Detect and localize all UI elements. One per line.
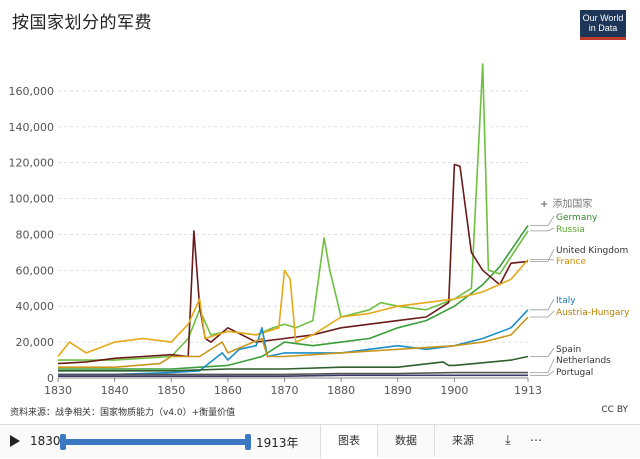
- x-tick-label: 1880: [327, 384, 355, 397]
- y-tick-label: 100,000: [9, 193, 55, 206]
- series-line-portugal: [58, 375, 528, 376]
- y-tick-label: 80,000: [16, 228, 55, 241]
- add-country-label: 添加国家: [552, 199, 592, 210]
- legend-connector: [530, 299, 554, 310]
- play-icon[interactable]: [10, 435, 20, 447]
- tab-data[interactable]: 数据: [377, 425, 434, 457]
- x-tick-label: 1830: [44, 384, 72, 397]
- series-line-united-kingdom: [58, 165, 528, 364]
- legend-label: Russia: [556, 225, 585, 235]
- timeline-start-handle[interactable]: [60, 434, 66, 450]
- legend-label: Spain: [556, 345, 581, 355]
- y-tick-label: 20,000: [16, 336, 55, 349]
- x-tick-label: 1870: [271, 384, 299, 397]
- legend-connector: [530, 228, 554, 231]
- start-year-label: 1830: [30, 434, 61, 448]
- timeline-track[interactable]: [62, 439, 248, 445]
- legend-label: Netherlands: [556, 356, 611, 366]
- download-icon[interactable]: ⤓: [505, 433, 511, 448]
- x-tick-label: 1900: [440, 384, 468, 397]
- legend-connector: [530, 359, 554, 373]
- legend-connector: [530, 371, 554, 375]
- legend-label: Germany: [556, 213, 598, 223]
- x-tick-label: 1860: [214, 384, 242, 397]
- y-tick-label: 40,000: [16, 300, 55, 313]
- legend-label: Italy: [556, 296, 576, 306]
- legend-connector: [530, 216, 554, 226]
- y-tick-label: 60,000: [16, 264, 55, 277]
- y-tick-label: 140,000: [9, 121, 55, 134]
- timeline-controls: 1830 1913年 图表 数据 来源 ⤓ ⋯: [0, 424, 640, 457]
- legend-label: United Kingdom: [556, 246, 628, 256]
- y-tick-label: 160,000: [9, 85, 55, 98]
- legend-connector: [530, 348, 554, 357]
- add-country-button[interactable]: + 添加国家: [540, 195, 592, 210]
- x-tick-label: 1913: [514, 384, 542, 397]
- y-tick-label: 120,000: [9, 157, 55, 170]
- legend-label: Portugal: [556, 368, 593, 378]
- more-icon[interactable]: ⋯: [530, 433, 542, 447]
- plus-icon: +: [540, 199, 548, 210]
- source-note: 资料来源：战争相关：国家物质能力（v4.0）+衡量价值: [10, 405, 235, 418]
- x-tick-label: 1890: [384, 384, 412, 397]
- timeline-end-handle[interactable]: [245, 434, 251, 450]
- license-label[interactable]: CC BY: [601, 405, 628, 415]
- legend-label: Austria-Hungary: [556, 308, 630, 318]
- x-tick-label: 1840: [101, 384, 129, 397]
- tab-chart[interactable]: 图表: [320, 425, 377, 459]
- legend-label: France: [556, 257, 586, 267]
- end-year-label: 1913年: [256, 434, 299, 451]
- legend-connector: [530, 311, 554, 317]
- x-tick-label: 1850: [157, 384, 185, 397]
- tab-source[interactable]: 来源: [434, 425, 491, 457]
